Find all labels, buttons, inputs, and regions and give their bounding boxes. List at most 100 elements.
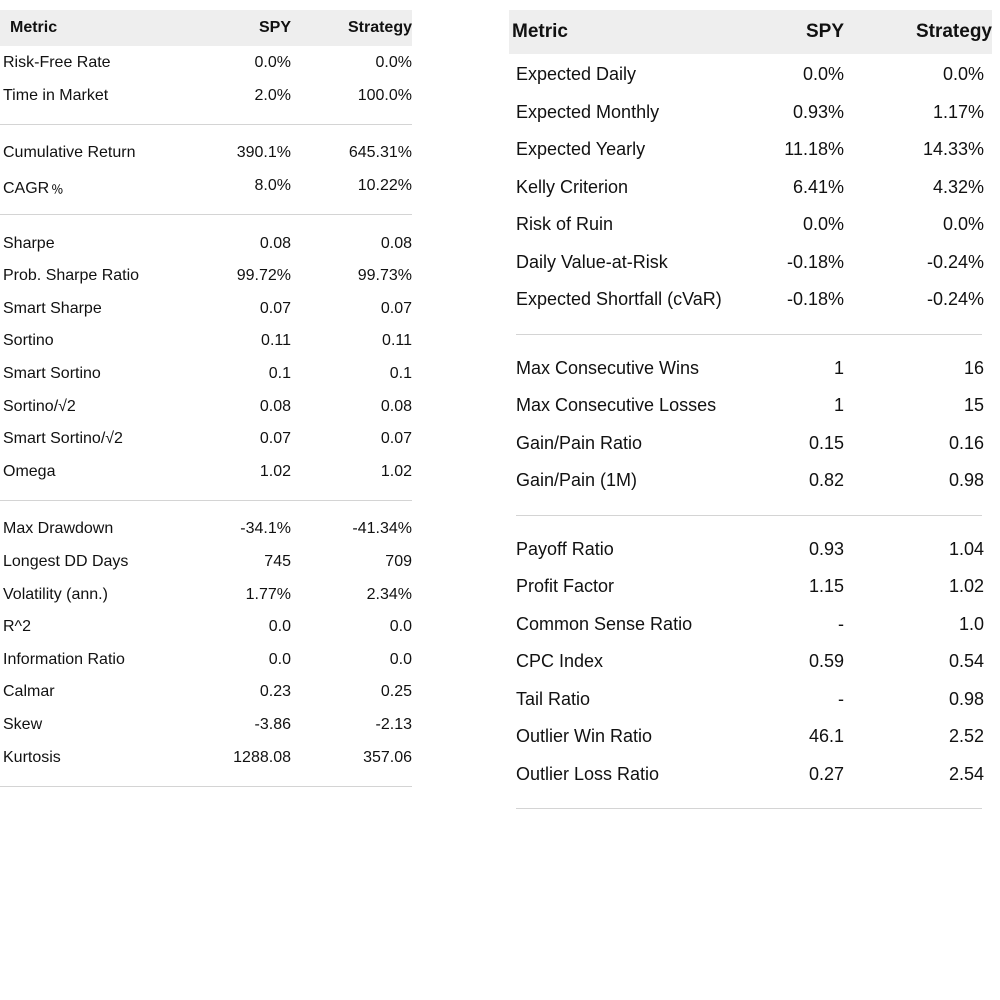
table-row: Gain/Pain (1M) 0.82 0.98 [509, 462, 992, 500]
spy-value: 0.0 [268, 650, 291, 668]
metric-label: Cumulative Return [3, 144, 136, 162]
metric-label: Tail Ratio [516, 688, 591, 709]
spy-value: 390.1% [236, 144, 291, 162]
strategy-value: 0.1 [389, 365, 412, 383]
table-row: CPC Index 0.59 0.54 [509, 643, 992, 681]
table-row: Common Sense Ratio - 1.0 [509, 606, 992, 644]
section-divider [0, 214, 412, 216]
strategy-value: 0.98 [948, 470, 984, 491]
section-divider [516, 808, 982, 809]
spy-value: 1.15 [808, 576, 844, 597]
table-row: Risk-Free Rate 0.0% 0.0% [0, 47, 412, 80]
table-row: Outlier Win Ratio 46.1 2.52 [509, 718, 992, 756]
header-spy: SPY [258, 19, 291, 36]
table-row: Risk of Ruin 0.0% 0.0% [509, 206, 992, 244]
metric-label: Skew [3, 715, 43, 733]
metric-label: Sortino [3, 332, 54, 350]
metric-label: Payoff Ratio [516, 538, 614, 559]
section-divider [0, 785, 412, 787]
spy-value: 0.23 [259, 683, 291, 701]
section-divider [516, 514, 982, 516]
metric-label: Information Ratio [3, 650, 125, 668]
spy-value: 0.93% [792, 101, 844, 122]
table-row: Max Consecutive Wins 1 16 [509, 350, 992, 388]
strategy-value: 100.0% [357, 86, 412, 104]
table-row: Max Consecutive Losses 1 15 [509, 387, 992, 425]
strategy-value: 1.04 [948, 538, 984, 559]
table-row: Expected Shortfall (cVaR) -0.18% -0.24% [509, 281, 992, 319]
metric-label: Gain/Pain Ratio [516, 432, 643, 453]
metrics-table-right: Metric SPY Strategy Expected Daily 0.0% 0.… [509, 10, 992, 824]
strategy-value: 1.17% [932, 101, 984, 122]
metric-label: Calmar [3, 683, 55, 701]
spy-value: -34.1% [240, 520, 291, 538]
spy-value: - [838, 613, 844, 634]
metric-label: Max Drawdown [3, 520, 114, 538]
spy-value: 0.0 [268, 618, 291, 636]
table-row: Expected Daily 0.0% 0.0% [509, 56, 992, 94]
spy-value: 0.07 [259, 299, 291, 317]
table-body: Expected Daily 0.0% 0.0% Expected Monthly 0.… [509, 54, 992, 809]
metric-label: Max Consecutive Wins [516, 357, 700, 378]
metric-label: Smart Sortino/√2 [3, 430, 123, 448]
strategy-value: 645.31% [348, 144, 412, 162]
spy-value: 0.1 [268, 365, 291, 383]
table-row: Expected Yearly 11.18% 14.33% [509, 131, 992, 169]
section-divider [0, 124, 412, 126]
spy-value: -3.86 [254, 715, 291, 733]
table-header: Metric SPY Strategy [509, 10, 992, 54]
metric-label: Expected Yearly [516, 139, 646, 160]
strategy-value: 709 [385, 553, 412, 571]
spy-value: 0.15 [808, 432, 844, 453]
strategy-value: 2.54 [948, 763, 984, 784]
table-row: Outlier Loss Ratio 0.27 2.54 [509, 756, 992, 794]
table-row: Cumulative Return 390.1% 645.31% [0, 137, 412, 170]
strategy-value: 1.0 [958, 613, 984, 634]
metric-label: Profit Factor [516, 576, 615, 597]
table-row: Smart Sharpe 0.07 0.07 [0, 293, 412, 326]
table-row: Kurtosis 1288.08 357.06 [0, 741, 412, 774]
strategy-value: 1.02 [948, 576, 984, 597]
strategy-value: 10.22% [357, 177, 412, 195]
metric-label: Omega [3, 462, 56, 480]
spy-value: 46.1 [808, 726, 844, 747]
spy-value: -0.18% [786, 251, 844, 272]
spy-value: 1.02 [259, 462, 291, 480]
spy-value: 1.77% [245, 585, 291, 603]
table-row: Calmar 0.23 0.25 [0, 676, 412, 709]
table-row: Expected Monthly 0.93% 1.17% [509, 94, 992, 132]
spy-value: 745 [264, 553, 291, 571]
strategy-value: 0.08 [380, 397, 412, 415]
spy-value: 0.08 [259, 397, 291, 415]
strategy-value: 0.0% [942, 214, 984, 235]
metric-label: Sharpe [3, 234, 55, 252]
strategy-value: 0.54 [948, 651, 984, 672]
strategy-value: 99.73% [357, 267, 412, 285]
strategy-value: 16 [963, 357, 984, 378]
table-row: Smart Sortino/√2 0.07 0.07 [0, 423, 412, 456]
metric-label: Kurtosis [3, 748, 61, 766]
table-row: Sharpe 0.08 0.08 [0, 227, 412, 260]
strategy-value: -2.13 [375, 715, 412, 733]
spy-value: 0.0% [254, 54, 291, 72]
strategy-value: 0.08 [380, 234, 412, 252]
metric-label: Outlier Win Ratio [516, 726, 653, 747]
spy-value: 0.82 [808, 470, 844, 491]
strategy-value: 0.16 [948, 432, 984, 453]
strategy-value: 0.0 [389, 650, 412, 668]
metric-label: Kelly Criterion [516, 176, 629, 197]
spy-value: 2.0% [254, 86, 291, 104]
spy-value: - [838, 688, 844, 709]
spy-value: 0.27 [808, 763, 844, 784]
header-strategy: Strategy [347, 19, 412, 36]
metric-label: Expected Monthly [516, 101, 660, 122]
table-body: Risk-Free Rate 0.0% 0.0% Time in Market 2.0%… [0, 46, 412, 787]
table-row: CAGR﹪ 8.0% 10.22% [0, 170, 412, 203]
strategy-value: 0.0% [375, 54, 412, 72]
table-row: Volatility (ann.) 1.77% 2.34% [0, 578, 412, 611]
strategy-value: 0.98 [948, 688, 984, 709]
table-row: Max Drawdown -34.1% -41.34% [0, 513, 412, 546]
table-row: Skew -3.86 -2.13 [0, 709, 412, 742]
strategy-value: -41.34% [352, 520, 412, 538]
section-divider [0, 500, 412, 502]
